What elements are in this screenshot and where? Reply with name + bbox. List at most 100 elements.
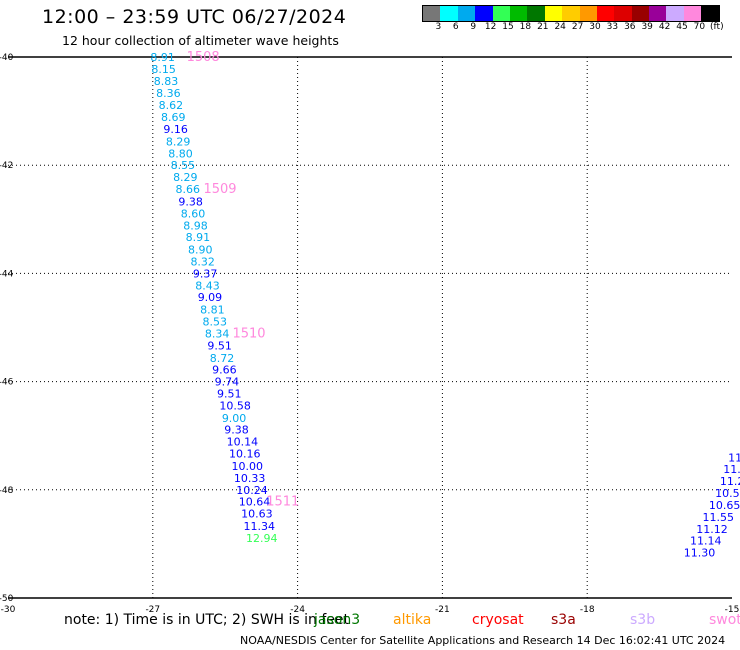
- color-scale-label: 3: [435, 22, 442, 32]
- color-swatch: [475, 6, 493, 21]
- color-swatch: [596, 6, 615, 21]
- pass-number-label: 1509: [203, 182, 236, 197]
- wave-height-value: 9.51: [207, 339, 232, 352]
- wave-height-value: 11.: [728, 451, 740, 464]
- wave-height-value: 9.38: [224, 424, 249, 437]
- page-subtitle: 12 hour collection of altimeter wave hei…: [62, 33, 339, 48]
- wave-height-value: 10.58: [219, 399, 251, 412]
- wave-height-value: 8.81: [200, 304, 225, 317]
- wave-height-value: 8.29: [173, 171, 198, 184]
- color-scale-label: 15: [502, 22, 514, 32]
- wave-height-value: 8.15: [151, 63, 176, 76]
- wave-height-value: 8.66: [175, 183, 200, 196]
- color-swatch: [492, 6, 510, 21]
- latitude-tick-label: -46: [0, 378, 14, 388]
- wave-height-value: 10.65: [709, 499, 740, 512]
- wave-height-value: 11.55: [703, 511, 735, 524]
- wave-height-value: 8.36: [156, 87, 181, 100]
- wave-height-value: 8.91: [150, 51, 175, 64]
- color-swatch: [683, 6, 702, 21]
- wave-height-value: 11.25: [720, 475, 740, 488]
- wave-height-value: 10.24: [236, 484, 268, 497]
- mission-jason3: jason3: [314, 612, 361, 628]
- latitude-tick-label: -48: [0, 486, 14, 496]
- color-scale-label: 45: [676, 22, 688, 32]
- wave-height-value: 10.00: [231, 460, 263, 473]
- color-swatch: [666, 6, 684, 21]
- color-scale-label: (ft): [710, 22, 724, 32]
- pass-number-label: 1510: [232, 326, 265, 341]
- color-swatch: [527, 6, 545, 21]
- color-scale-label: 9: [470, 22, 477, 32]
- latitude-tick-label: -42: [0, 161, 13, 171]
- page-title: 12:00 – 23:59 UTC 06/27/2024: [42, 6, 347, 28]
- footnote-text: note: 1) Time is in UTC; 2) SWH is in fe…: [64, 612, 350, 628]
- longitude-tick-label: -18: [580, 605, 595, 615]
- footnote: note: 1) Time is in UTC; 2) SWH is in fe…: [64, 612, 740, 628]
- wave-height-value: 8.43: [195, 279, 220, 292]
- color-swatch: [614, 6, 632, 21]
- mission-swot: swot: [709, 612, 740, 628]
- wave-height-value: 10.16: [229, 448, 261, 461]
- color-scale-label: 42: [658, 22, 671, 32]
- color-scale-label: 70: [693, 22, 706, 32]
- color-scale-legend: [422, 5, 720, 22]
- color-swatch: [701, 6, 719, 21]
- color-scale-label: 12: [484, 22, 497, 32]
- color-scale-label: 21: [537, 22, 549, 32]
- color-scale-label: 18: [519, 22, 532, 32]
- wave-height-value: 8.29: [166, 135, 191, 148]
- color-scale-label: 33: [606, 22, 619, 32]
- wave-height-value: 8.62: [159, 99, 184, 112]
- color-swatch: [423, 6, 441, 21]
- credit-line: NOAA/NESDIS Center for Satellite Applica…: [240, 634, 726, 647]
- color-swatch: [579, 6, 597, 21]
- color-swatch: [562, 6, 580, 21]
- longitude-tick-label: -15: [725, 605, 740, 615]
- wave-height-value: 8.98: [183, 219, 208, 232]
- wave-height-value: 9.66: [212, 364, 237, 377]
- mission-s3a: s3a: [551, 612, 576, 628]
- longitude-tick-label: -27: [145, 605, 160, 615]
- wave-height-value: 11.12: [696, 523, 728, 536]
- wave-height-value: 8.80: [168, 147, 193, 160]
- wave-height-value: 11.30: [684, 547, 716, 560]
- wave-height-value: 11.14: [690, 535, 722, 548]
- color-swatch: [457, 6, 476, 21]
- wave-height-value: 10.14: [227, 436, 259, 449]
- wave-height-value: 11.: [723, 463, 740, 476]
- wave-height-value: 8.72: [210, 352, 235, 365]
- color-swatch: [631, 6, 650, 21]
- wave-height-value: 10.63: [241, 508, 272, 521]
- wave-height-value: 8.34: [205, 327, 230, 340]
- latitude-tick-label: -50: [0, 594, 14, 604]
- mission-cryosat: cryosat: [472, 612, 524, 628]
- longitude-tick-label: -24: [290, 605, 305, 615]
- wave-height-value: 12.94: [246, 532, 277, 545]
- latitude-tick-label: -40: [0, 53, 14, 63]
- color-scale-label: 39: [641, 22, 653, 32]
- color-swatch: [544, 6, 563, 21]
- wave-height-value: 9.16: [163, 123, 188, 136]
- wave-height-value: 9.09: [198, 291, 223, 304]
- wave-height-value: 9.51: [217, 388, 242, 401]
- wave-height-value: 9.38: [178, 195, 203, 208]
- wave-height-value: 8.90: [188, 244, 213, 257]
- color-scale-label: 24: [554, 22, 566, 32]
- wave-height-value: 10.56: [715, 487, 740, 500]
- wave-height-value: 8.32: [190, 255, 215, 268]
- wave-height-value: 8.53: [203, 316, 228, 329]
- mission-s3b: s3b: [630, 612, 656, 628]
- wave-height-value: 10.64: [239, 496, 271, 509]
- color-scale-label: 30: [589, 22, 601, 32]
- wave-height-value: 8.69: [161, 111, 186, 124]
- wave-height-value: 8.83: [154, 75, 179, 88]
- mission-altika: altika: [393, 612, 432, 628]
- wave-height-value: 8.91: [186, 231, 211, 244]
- wave-height-value: 8.55: [171, 159, 196, 172]
- wave-height-value: 9.00: [222, 412, 247, 425]
- wave-height-value: 9.74: [215, 376, 240, 389]
- color-scale-label: 36: [624, 22, 636, 32]
- color-scale-label: 27: [571, 22, 584, 32]
